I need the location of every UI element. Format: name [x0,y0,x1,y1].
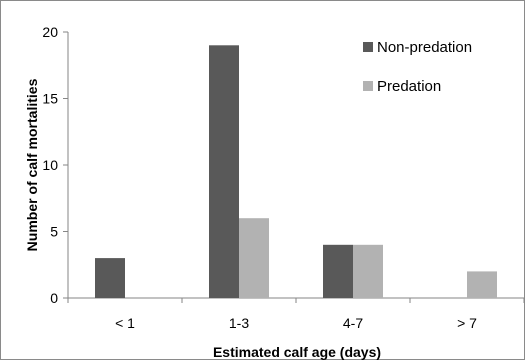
x-tick-label: > 7 [457,315,477,331]
legend: Non-predation Predation [363,39,472,95]
bar-predation [353,244,383,298]
y-tick-label: 20 [42,24,58,40]
y-tick-label: 10 [42,157,58,173]
x-tick-label: 1-3 [229,315,249,331]
legend-swatch-predation [363,81,373,91]
y-axis: 0 5 10 15 20 [42,24,69,306]
legend-label-predation: Predation [377,78,441,95]
x-tick-label: 4-7 [343,315,363,331]
y-tick-label: 5 [50,224,58,240]
y-tick-label: 15 [42,91,58,107]
bar-non-predation [95,258,125,298]
bar-non-predation [323,244,353,298]
bar-non-predation [209,45,239,298]
bars [95,45,497,298]
y-axis-title: Number of calf mortalities [24,78,40,251]
x-tick-label: < 1 [115,315,135,331]
x-axis-title: Estimated calf age (days) [213,344,381,360]
x-axis: < 1 1-3 4-7 > 7 [67,297,525,331]
legend-label-non-predation: Non-predation [377,39,472,56]
y-tick-label: 0 [50,290,58,306]
legend-swatch-non-predation [363,42,373,52]
bar-predation [239,218,269,298]
bar-predation [467,271,497,298]
